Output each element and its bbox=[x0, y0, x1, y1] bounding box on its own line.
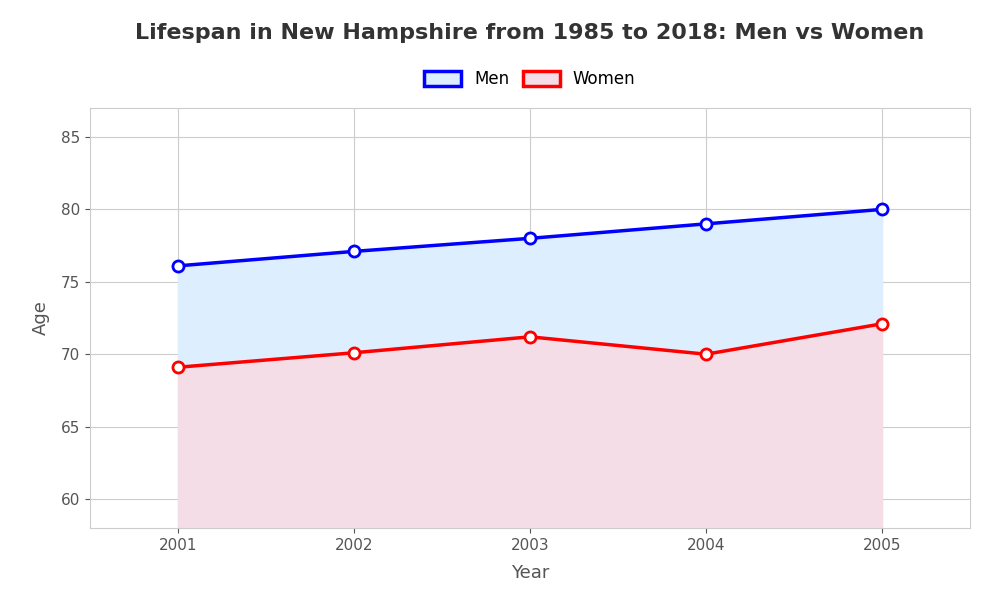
Title: Lifespan in New Hampshire from 1985 to 2018: Men vs Women: Lifespan in New Hampshire from 1985 to 2… bbox=[135, 23, 925, 43]
Legend: Men, Women: Men, Women bbox=[416, 62, 644, 97]
Y-axis label: Age: Age bbox=[32, 301, 50, 335]
X-axis label: Year: Year bbox=[511, 564, 549, 582]
